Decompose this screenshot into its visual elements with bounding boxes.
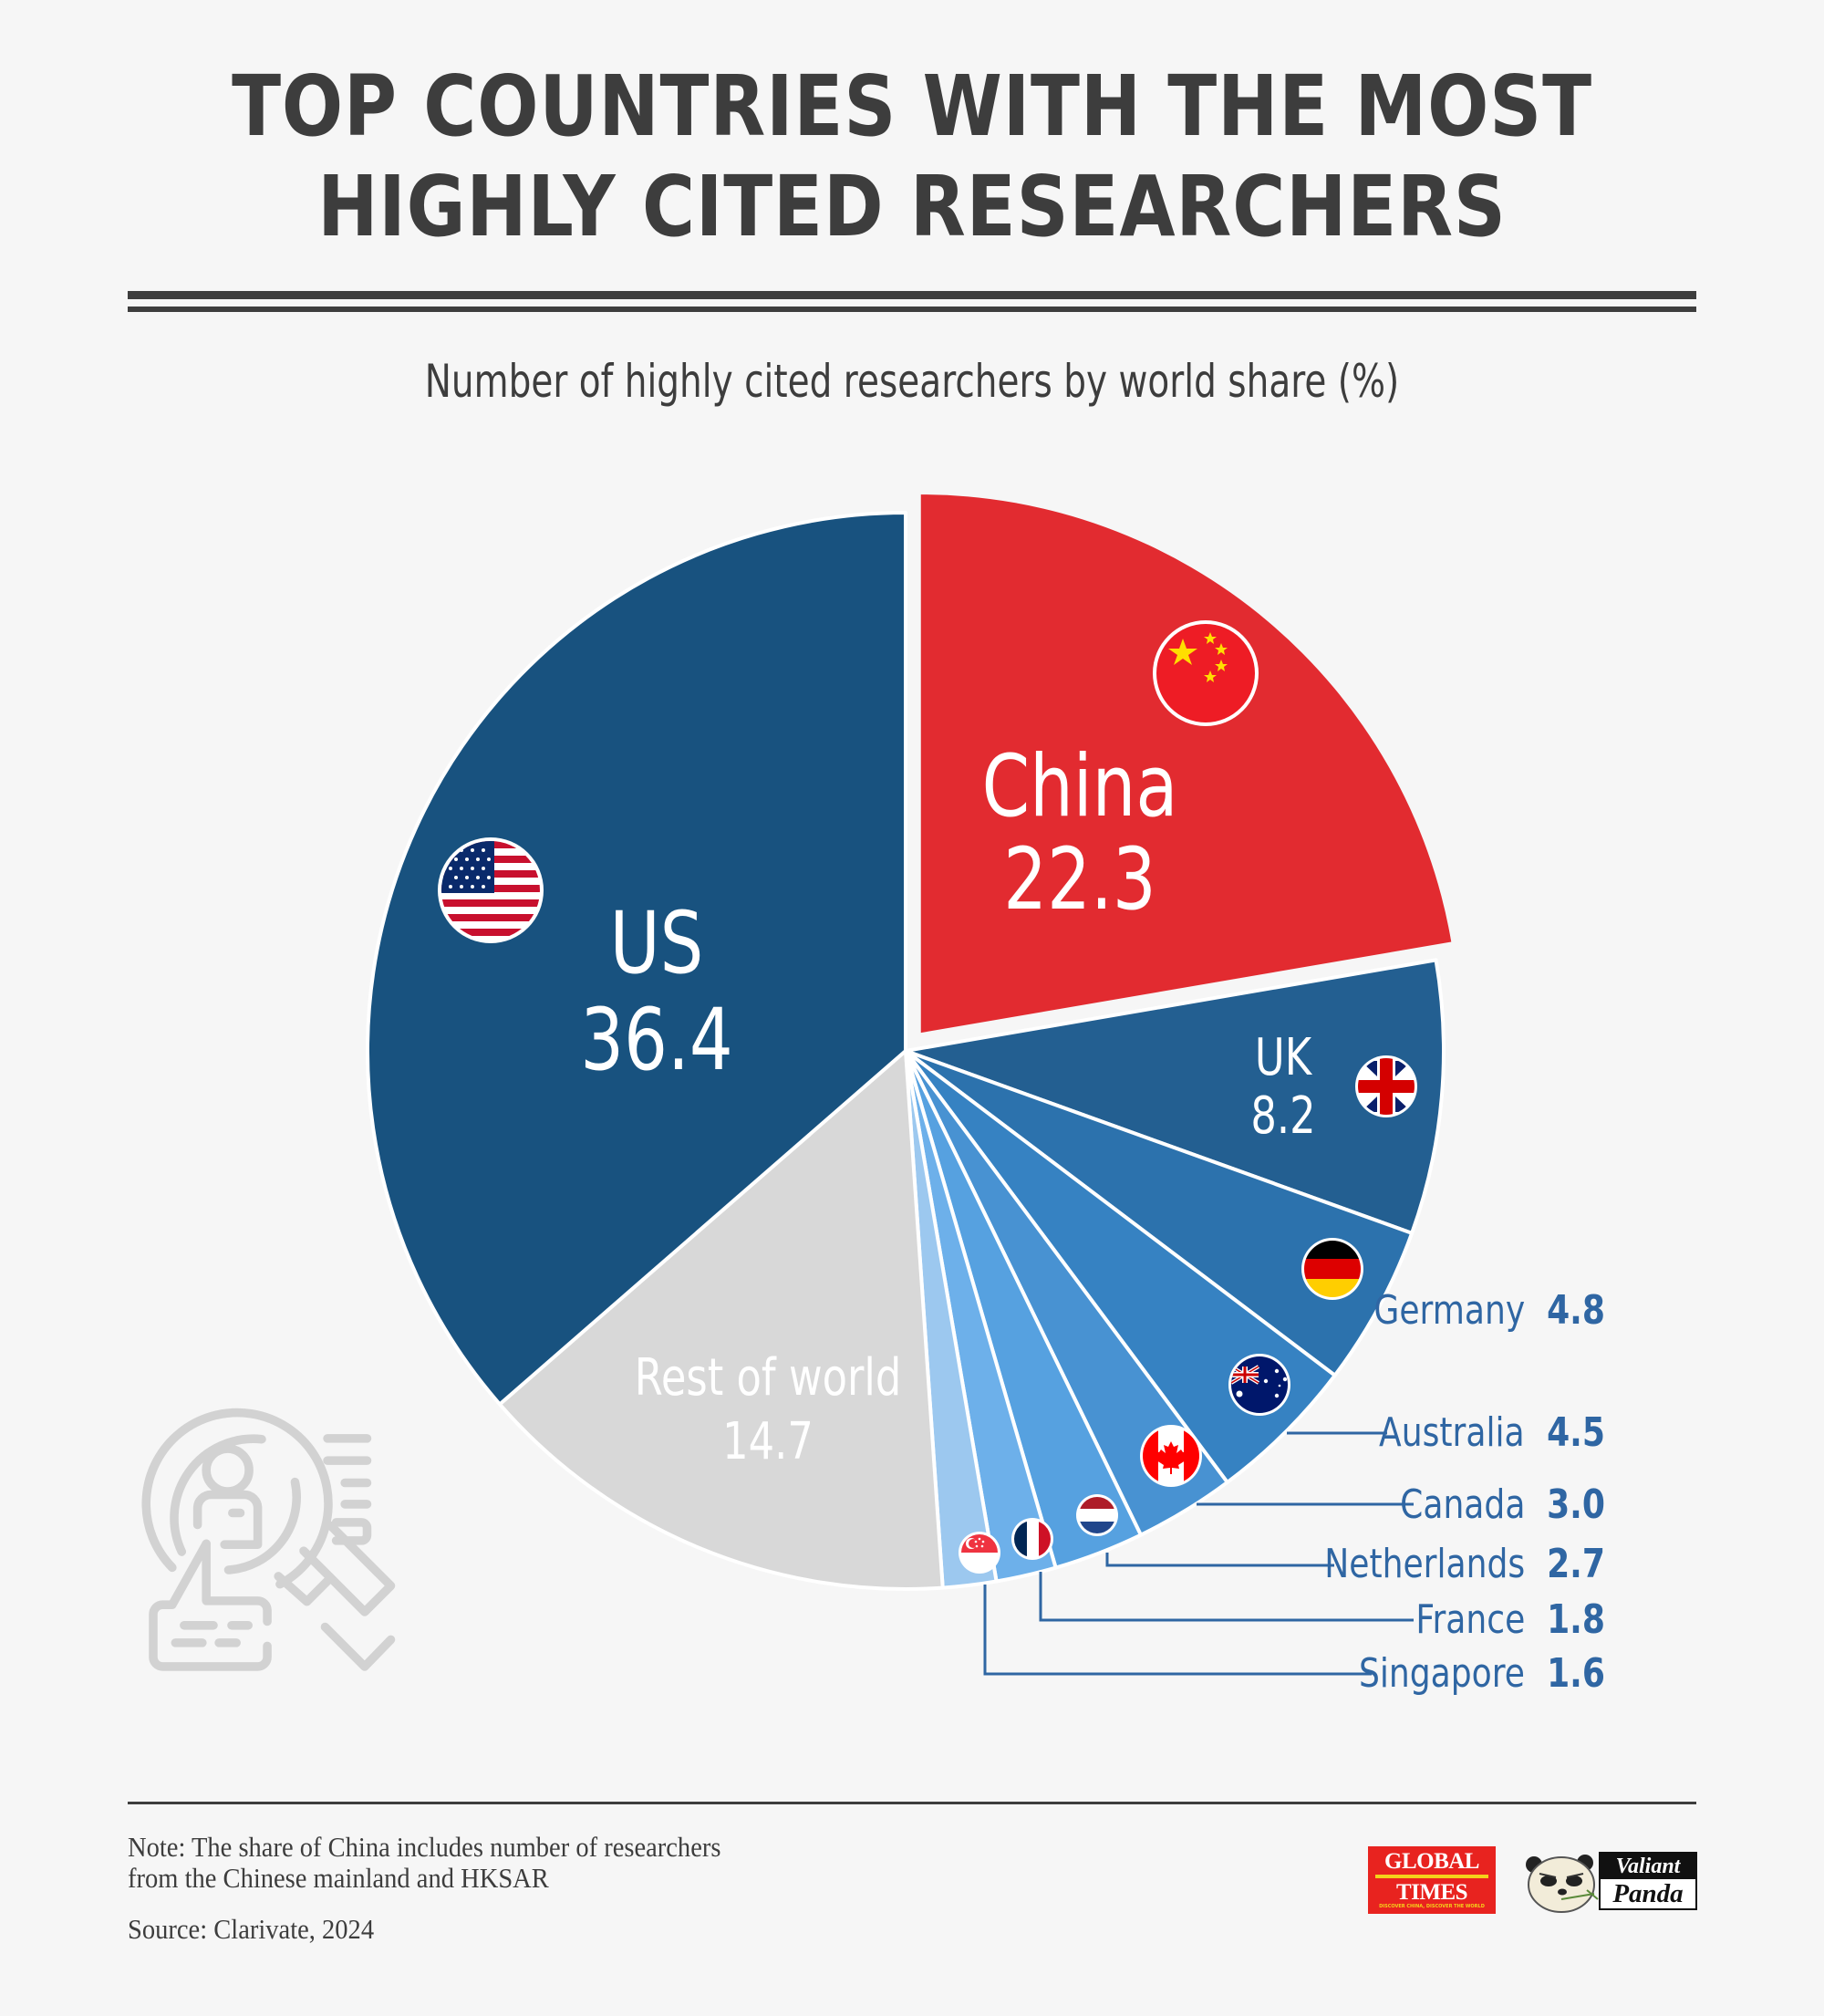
pie-slice-china xyxy=(920,494,1452,1034)
legend-name: Canada xyxy=(1399,1481,1525,1528)
footnote-line-1: Note: The share of China includes number… xyxy=(128,1831,721,1863)
footer-divider xyxy=(128,1802,1696,1804)
legend-item-australia: Australia 4.5 xyxy=(1347,1405,1605,1460)
footnote-line-2: from the Chinese mainland and HKSAR xyxy=(128,1862,549,1894)
page-title: TOP COUNTRIES WITH THE MOST HIGHLY CITED… xyxy=(128,57,1696,257)
global-times-logo: GLOBAL TIMES DISCOVER CHINA, DISCOVER TH… xyxy=(1368,1846,1496,1914)
legend-name: Singapore xyxy=(1358,1649,1525,1697)
legend-value: 1.6 xyxy=(1547,1649,1605,1697)
legend-item-france: France 1.8 xyxy=(1392,1592,1605,1647)
global-times-tagline: DISCOVER CHINA, DISCOVER THE WORLD xyxy=(1379,1904,1485,1909)
china-flag-icon xyxy=(1153,620,1259,726)
uk-slice-label: UK 8.2 xyxy=(1250,1029,1315,1146)
chart-subtitle: Number of highly cited researchers by wo… xyxy=(424,355,1400,408)
title-divider-thick xyxy=(128,291,1696,299)
valiant-panda-wordmark: Valiant Panda xyxy=(1599,1852,1697,1910)
uk-value: 8.2 xyxy=(1250,1086,1316,1146)
valiant-panda-line1: Valiant xyxy=(1601,1854,1695,1879)
title-line-1: TOP COUNTRIES WITH THE MOST xyxy=(232,57,1592,155)
uk-name: UK xyxy=(1254,1028,1312,1087)
pie-slice-uk xyxy=(904,958,1446,1235)
china-value: 22.3 xyxy=(1003,830,1156,930)
pie-slice-australia xyxy=(904,1049,1337,1484)
us-flag-icon xyxy=(438,837,544,943)
rest-of-world-name: Rest of world xyxy=(634,1348,902,1408)
rest-of-world-slice-label: Rest of world 14.7 xyxy=(635,1346,902,1474)
pie-slice-rest-of-world xyxy=(497,1049,945,1591)
panda-face-icon xyxy=(1526,1855,1599,1913)
leader-lines xyxy=(983,1431,1414,1676)
legend-value: 4.5 xyxy=(1547,1408,1605,1456)
canada-flag-icon xyxy=(1140,1425,1202,1487)
valiant-panda-logo: Valiant Panda xyxy=(1521,1846,1697,1914)
us-value: 36.4 xyxy=(580,991,733,1090)
title-line-2: HIGHLY CITED RESEARCHERS xyxy=(317,158,1507,255)
pie-slice-germany xyxy=(904,1049,1415,1377)
researcher-search-icon xyxy=(141,1408,396,1671)
legend-value: 3.0 xyxy=(1547,1481,1605,1528)
legend-item-netherlands: Netherlands 2.7 xyxy=(1280,1536,1605,1591)
legend-name: Germany xyxy=(1373,1286,1525,1334)
legend-name: France xyxy=(1415,1595,1525,1643)
us-slice-label: US 36.4 xyxy=(580,896,732,1089)
title-divider-thin xyxy=(128,307,1696,312)
us-name: US xyxy=(609,894,704,993)
legend-name: Australia xyxy=(1379,1408,1525,1456)
legend-value: 1.8 xyxy=(1547,1595,1605,1643)
germany-flag-icon xyxy=(1301,1238,1363,1300)
netherlands-flag-icon xyxy=(1076,1494,1118,1536)
legend-item-singapore: Singapore 1.6 xyxy=(1322,1646,1605,1700)
leader-line-singapore xyxy=(983,1585,1372,1676)
pie-slices xyxy=(365,494,1452,1591)
global-times-logo-line1: GLOBAL xyxy=(1384,1849,1479,1874)
legend-item-germany: Germany 4.8 xyxy=(1341,1283,1605,1337)
valiant-panda-line2: Panda xyxy=(1612,1879,1684,1908)
footnote: Note: The share of China includes number… xyxy=(128,1832,720,1894)
leader-line-netherlands xyxy=(1105,1553,1334,1567)
source-credit: Source: Clarivate, 2024 xyxy=(128,1913,375,1945)
singapore-flag-icon xyxy=(959,1532,1000,1574)
global-times-logo-line2: TIMES xyxy=(1395,1880,1468,1905)
legend-item-canada: Canada 3.0 xyxy=(1373,1477,1605,1532)
legend-name: Netherlands xyxy=(1324,1540,1525,1587)
china-slice-label: China 22.3 xyxy=(982,741,1178,927)
legend-value: 2.7 xyxy=(1547,1540,1605,1587)
legend-value: 4.8 xyxy=(1547,1286,1605,1334)
global-times-logo-bar xyxy=(1375,1875,1488,1878)
china-name: China xyxy=(981,737,1178,837)
pie-slice-us xyxy=(365,511,907,1407)
uk-flag-icon xyxy=(1355,1055,1417,1117)
france-flag-icon xyxy=(1011,1518,1053,1560)
australia-flag-icon xyxy=(1228,1354,1290,1416)
rest-of-world-value: 14.7 xyxy=(722,1412,814,1471)
leader-line-france xyxy=(1039,1572,1414,1622)
